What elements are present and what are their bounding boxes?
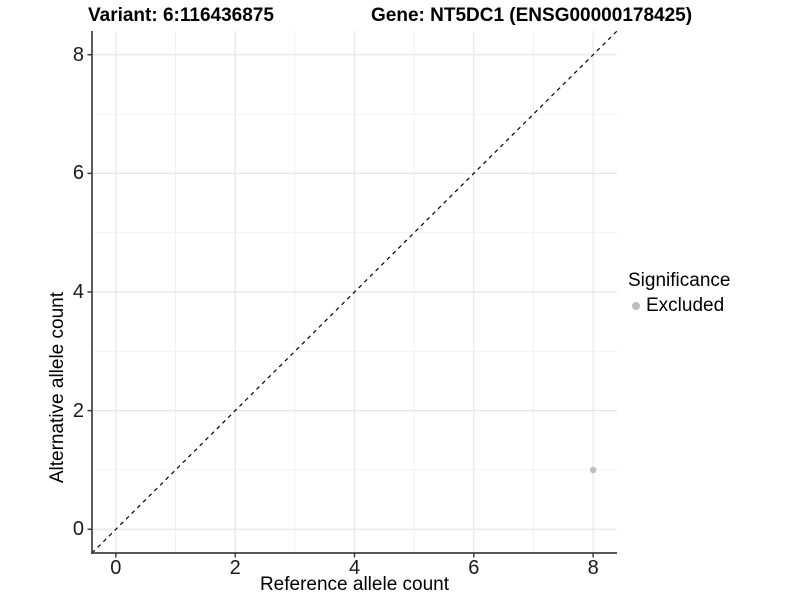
y-tick-label: 2 [72, 399, 84, 422]
y-axis-title-text: Alternative allele count [47, 291, 68, 484]
plot-title-gene: Gene: NT5DC1 (ENSG00000178425) [371, 5, 693, 26]
plot-title-variant: Variant: 6:116436875 [88, 5, 274, 26]
y-tick-label: 8 [72, 43, 84, 66]
legend-item-label: Excluded [646, 295, 725, 316]
legend-item-excluded: Excluded [632, 295, 730, 317]
x-tick-label: 2 [229, 557, 241, 579]
legend-dot-icon [632, 302, 640, 310]
x-tick-label: 4 [348, 557, 361, 579]
identity-dashed-line [91, 30, 618, 554]
x-tick-label: 6 [468, 557, 480, 579]
x-axis-title: Reference allele count [259, 574, 450, 595]
legend-items: Excluded [628, 295, 730, 317]
data-point-excluded [589, 466, 597, 474]
legend: Significance Excluded [628, 270, 730, 317]
x-tick-label: 0 [110, 557, 122, 579]
y-tick-label: 6 [72, 162, 84, 185]
y-tick-label: 4 [72, 281, 84, 303]
legend-title: Significance [628, 270, 731, 291]
x-tick-label: 8 [587, 557, 599, 579]
y-tick-label: 0 [72, 518, 84, 541]
